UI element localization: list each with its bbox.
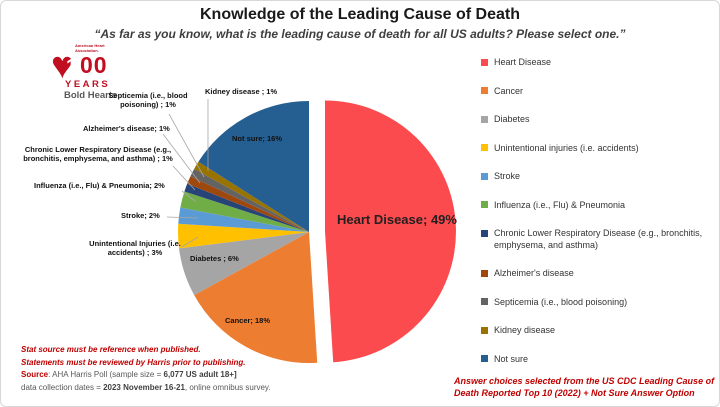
legend-label: Heart Disease (494, 57, 552, 67)
logo-years-text: YEARS (65, 79, 111, 90)
footnote-stat-source: Stat source must be reference when publi… (21, 345, 201, 354)
leader-line-chronic-lower-respiratory (172, 165, 196, 191)
leader-lines-group (162, 99, 209, 248)
leader-line-influenza-pneumonia (181, 190, 197, 203)
page-title: Knowledge of the Leading Cause of Death (199, 6, 521, 23)
legend-item: Not sure (481, 354, 717, 366)
footnote-source-line: Source: AHA Harris Poll (sample size = 6… (21, 369, 271, 382)
chart-legend: Heart Disease Cancer Diabetes Unintentional… (481, 57, 717, 365)
pie-slice-diabetes (179, 232, 309, 296)
legend-swatch-icon (481, 172, 488, 180)
pie-slice-stroke (178, 207, 309, 232)
pie-slice-heart-disease (324, 100, 456, 363)
legend-label: Septicemia (i.e., blood poisoning) (494, 296, 628, 307)
source-sample-size: 6,077 US adult 18+] (163, 370, 237, 379)
logo-digits-zeros: 00 (80, 52, 108, 78)
legend-swatch-icon (481, 144, 488, 151)
legend-swatch-icon (481, 58, 488, 66)
source-label: Source (21, 370, 49, 379)
legend-label: Kidney disease (494, 325, 556, 335)
pie-slice-influenza-i-e-flu-pneumonia (180, 191, 309, 232)
legend-item: Cancer (481, 86, 717, 98)
legend-item: Septicemia (i.e., blood poisoning) (481, 297, 717, 309)
aha-org-text: American Heart Association. (75, 43, 105, 53)
legend-item: Stroke (481, 171, 717, 183)
footnote-dates-line: data collection dates = 2023 November 16… (21, 382, 271, 395)
legend-item: Alzheimer's disease (481, 268, 717, 280)
legend-label: Not sure (494, 353, 529, 364)
legend-swatch-icon (481, 355, 488, 362)
footnotes: Stat source must be reference when publi… (21, 344, 271, 394)
legend-label: Diabetes (494, 114, 530, 124)
legend-item: Influenza (i.e., Flu) & Pneumonia (481, 200, 717, 212)
legend-label: Cancer (494, 85, 524, 96)
pie-slice-unintentional-injuries-i-e-accidents (177, 223, 309, 249)
legend-item: Kidney disease (481, 325, 717, 337)
pie-slice-cancer (194, 232, 318, 363)
legend-swatch-icon (481, 326, 488, 334)
page-subtitle: “As far as you know, what is the leading… (94, 27, 626, 41)
footnote-statements: Statements must be reviewed by Harris pr… (21, 357, 246, 367)
dates-suffix: , online omnibus survey. (184, 382, 271, 392)
legend-item: Diabetes (481, 114, 717, 126)
legend-label: Unintentional injuries (i.e. accidents) (494, 142, 639, 153)
logo-tagline: Bold Hearts (64, 90, 118, 101)
legend-label: Stroke (494, 171, 521, 181)
dates-value: 2023 November 16-21 (103, 382, 185, 392)
heart-icon: ♥ (51, 45, 74, 87)
leader-line-alzheimers-disease (162, 133, 201, 184)
pie-slice-not-sure (198, 101, 309, 232)
logo-digit-one: 1 (66, 56, 78, 78)
pie-slices-group (177, 100, 456, 363)
legend-swatch-icon (481, 298, 488, 305)
pie-slice-chronic-lower-respiratory-disease-e-g-bronchitis-emphysema-and-asthma (184, 183, 309, 232)
aha-logo: ♥ American Heart Association. 1 00 YEARS… (25, 19, 120, 101)
legend-label: Chronic Lower Respiratory Disease (e.g.,… (494, 228, 703, 250)
pie-slice-alzheimer-s-disease (187, 176, 309, 232)
pie-slice-kidney-disease (194, 161, 309, 232)
legend-item: Heart Disease (481, 57, 717, 69)
source-mid: : AHA Harris Poll (sample size = (48, 370, 164, 379)
legend-swatch-icon (481, 229, 488, 237)
legend-item: Chronic Lower Respiratory Disease (e.g.,… (481, 228, 717, 251)
leader-line-stroke (166, 216, 199, 219)
pie-slice-septicemia-i-e-blood-poisoning (190, 168, 309, 232)
dates-prefix: data collection dates = (21, 382, 104, 392)
legend-swatch-icon (481, 87, 488, 94)
answer-choices-note: Answer choices selected from the US CDC … (454, 376, 715, 398)
legend-label: Influenza (i.e., Flu) & Pneumonia (494, 199, 626, 210)
legend-swatch-icon (481, 201, 488, 208)
leader-line-septicemia (168, 113, 205, 178)
legend-swatch-icon (481, 115, 488, 123)
legend-label: Alzheimer's disease (494, 268, 574, 278)
legend-swatch-icon (481, 269, 488, 277)
leader-line-unintentional-injuries (181, 236, 199, 248)
legend-item: Unintentional injuries (i.e. accidents) (481, 143, 717, 155)
